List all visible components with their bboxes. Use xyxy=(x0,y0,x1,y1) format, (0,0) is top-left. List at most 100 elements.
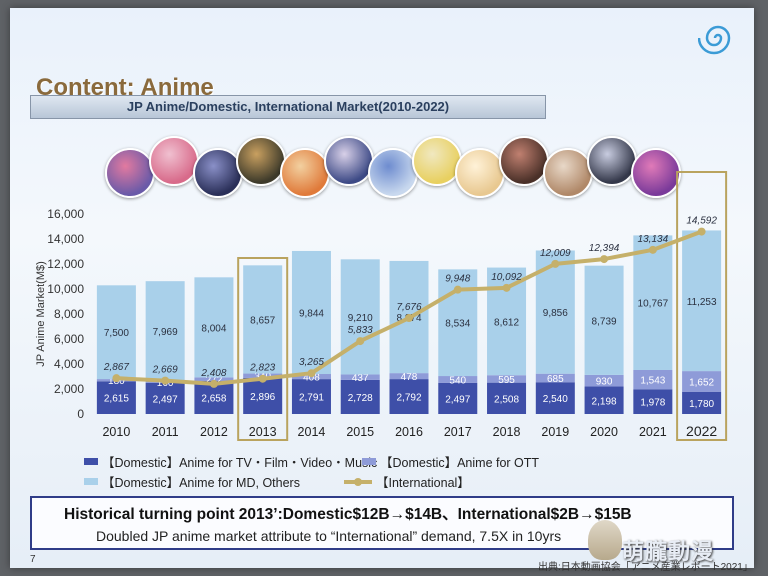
anime-thumbnail xyxy=(543,148,593,198)
y-tick-label: 10,000 xyxy=(47,282,84,296)
bar-tv xyxy=(487,382,527,414)
x-tick-label: 2013 xyxy=(249,425,277,439)
point-intl xyxy=(502,283,511,292)
data-label-ott: 408 xyxy=(303,373,320,384)
bar-ott xyxy=(487,375,527,383)
bar-tv xyxy=(438,382,478,414)
data-label-md: 8,657 xyxy=(250,315,275,326)
point-intl xyxy=(112,374,121,383)
data-label-intl: 2,823 xyxy=(249,363,275,374)
point-intl xyxy=(161,376,170,385)
data-label-ott: 437 xyxy=(352,373,369,384)
x-tick-label: 2010 xyxy=(102,425,130,439)
legend-swatch-md xyxy=(84,478,98,485)
bar-ott xyxy=(389,373,429,380)
anime-thumbnail xyxy=(411,136,462,186)
bar-tv xyxy=(145,382,185,414)
anime-thumbnail xyxy=(367,148,418,198)
callout-detail: Doubled JP anime market attribute to “In… xyxy=(96,528,562,544)
bar-tv xyxy=(633,389,673,414)
data-label-intl: 13,134 xyxy=(638,234,669,245)
data-label-intl: 12,394 xyxy=(589,243,620,254)
chart-subtitle: JP Anime/Domestic, International Market(… xyxy=(30,95,546,119)
data-label-ott: 1,652 xyxy=(689,377,714,388)
bar-ott xyxy=(438,376,478,383)
data-label-md: 7,500 xyxy=(104,328,129,339)
callout-headline: Historical turning point 2013’:Domestic$… xyxy=(64,506,632,523)
bar-md xyxy=(96,285,136,380)
bar-tv xyxy=(340,379,380,414)
point-intl xyxy=(697,227,706,236)
x-tick-label: 2016 xyxy=(395,425,423,439)
x-tick-label: 2011 xyxy=(152,425,179,439)
point-intl xyxy=(307,369,316,378)
bar-ott xyxy=(584,374,624,387)
slide: Content: Anime JP Anime/Domestic, Intern… xyxy=(10,8,754,573)
data-label-intl: 3,265 xyxy=(299,357,324,368)
data-label-intl: 12,009 xyxy=(540,248,571,259)
point-intl xyxy=(551,259,560,268)
legend-item-md: 【Domestic】Anime for MD, Others xyxy=(84,472,300,491)
anime-thumbnail-strip xyxy=(105,126,745,206)
bar-tv xyxy=(584,386,624,414)
data-label-md: 9,210 xyxy=(348,313,373,324)
data-label-intl: 9,948 xyxy=(445,274,470,285)
bar-md xyxy=(291,250,331,375)
bar-md xyxy=(340,259,380,375)
bar-tv xyxy=(535,382,575,414)
data-label-md: 8,534 xyxy=(445,319,470,330)
data-label-tv: 2,728 xyxy=(348,393,373,404)
data-label-md: 8,739 xyxy=(592,316,617,327)
x-tick-label: 2022 xyxy=(686,423,717,439)
data-label-intl: 2,867 xyxy=(103,362,129,373)
bar-tv xyxy=(682,391,722,414)
bar-md xyxy=(145,281,185,381)
data-label-intl: 2,408 xyxy=(200,368,226,379)
x-tick-label: 2017 xyxy=(444,425,472,439)
x-tick-label: 2014 xyxy=(298,425,326,439)
bar-tv xyxy=(389,379,429,414)
data-label-tv: 1,780 xyxy=(689,399,714,410)
legend-label-md: 【Domestic】Anime for MD, Others xyxy=(102,476,300,490)
y-tick-label: 2,000 xyxy=(54,382,84,396)
bar-ott xyxy=(682,371,722,392)
legend-item-ott: 【Domestic】Anime for OTT xyxy=(362,452,539,471)
data-label-intl: 5,833 xyxy=(348,325,373,336)
data-label-intl: 7,676 xyxy=(396,302,421,313)
data-label-md: 8,004 xyxy=(201,323,226,334)
bar-ott xyxy=(340,374,380,380)
point-intl xyxy=(453,285,462,294)
page-number: 7 xyxy=(30,554,36,565)
x-tick-label: 2019 xyxy=(541,425,569,439)
legend-swatch-ott xyxy=(362,458,376,465)
market-chart: 0 2,000 4,000 6,000 8,000 10,000 12,000 14,000 1… xyxy=(35,171,728,441)
legend-label-intl: 【International】 xyxy=(376,476,470,490)
anime-thumbnail xyxy=(455,148,506,198)
y-tick-label: 8,000 xyxy=(54,307,84,321)
y-tick-label: 6,000 xyxy=(54,332,84,346)
legend-swatch-tv xyxy=(84,458,98,465)
source-note: 出典:日本動画協会「アニメ産業レポート2021」 xyxy=(538,562,753,573)
data-label-md: 10,767 xyxy=(638,299,669,310)
data-label-md: 8,612 xyxy=(494,317,519,328)
data-label-ott: 540 xyxy=(449,375,466,386)
bar-ott xyxy=(535,373,575,383)
data-label-tv: 1,978 xyxy=(640,398,665,409)
point-intl xyxy=(356,337,365,346)
bar-ott xyxy=(633,369,673,390)
x-tick-label: 2012 xyxy=(200,425,228,439)
bar-tv xyxy=(243,377,283,414)
point-intl xyxy=(405,314,413,323)
y-tick-label: 12,000 xyxy=(47,257,84,271)
data-label-tv: 2,896 xyxy=(250,392,275,403)
point-intl xyxy=(258,374,267,383)
bar-tv xyxy=(291,379,331,414)
data-label-ott: 1,543 xyxy=(640,376,665,387)
point-intl xyxy=(600,255,609,264)
watermark-mascot-icon xyxy=(588,520,622,560)
swirl-logo-icon xyxy=(698,25,731,55)
y-tick-label: 0 xyxy=(77,407,84,421)
data-label-tv: 2,791 xyxy=(299,393,324,404)
x-tick-label: 2015 xyxy=(346,425,374,439)
data-label-md: 9,844 xyxy=(299,308,324,319)
